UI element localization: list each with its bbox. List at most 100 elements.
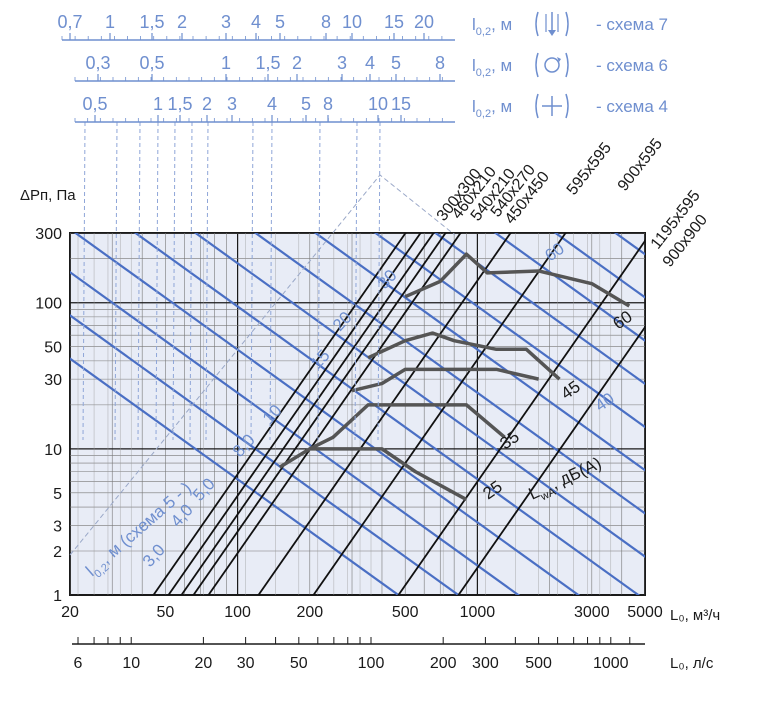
ls-tick-label: 50 <box>290 655 308 672</box>
noise-curve <box>278 447 468 502</box>
x-tick-label: 5000 <box>627 604 663 621</box>
scale-tick-label: 4 <box>251 12 261 32</box>
scale-tick-label: 8 <box>435 53 445 73</box>
bracket-shape <box>535 52 569 78</box>
scale-tick-label: 8 <box>321 12 331 32</box>
scale-tick-label: 0,7 <box>57 12 82 32</box>
scale-tick-label: 0,5 <box>139 53 164 73</box>
noise-curves <box>278 252 631 502</box>
ls-tick-label: 30 <box>237 655 255 672</box>
x-tick-label: 3000 <box>574 604 610 621</box>
x-tick-label: 20 <box>61 604 79 621</box>
arrowhead-shape <box>557 57 561 62</box>
throw-scales: 0,7 1 1,5 2 3 4 5 8 10 15 20 l0,2, м- схема 70,3 0,5… <box>57 11 668 123</box>
y-tick-label: 2 <box>53 544 62 561</box>
throw-line <box>373 233 645 429</box>
swirl-jet-icon <box>535 52 569 78</box>
x-tick-labels: 20 50 100 200 500 1000 3000 5000 <box>61 604 663 621</box>
y-tick-label: 10 <box>44 442 62 459</box>
x-tick-label: 50 <box>157 604 175 621</box>
throw-lines <box>70 233 645 595</box>
y-axis-label: ΔPп, Па <box>20 187 76 204</box>
y-tick-label: 50 <box>44 340 62 357</box>
ls-tick-label: 100 <box>358 655 385 672</box>
scale-label: l0,2, м <box>472 15 512 38</box>
scale-tick-label: 1,5 <box>167 94 192 114</box>
scale-tick-label: 1,5 <box>255 53 280 73</box>
y-tick-labels: 300 100 50 30 10 5 3 2 1 <box>35 226 62 605</box>
scale-scheme-label: - схема 7 <box>596 15 668 34</box>
size-line <box>207 233 462 595</box>
throw-line <box>133 233 641 595</box>
scale-tick-label: 4 <box>365 53 375 73</box>
scale-tick-label: 15 <box>391 94 411 114</box>
ls-tick-label: 20 <box>194 655 212 672</box>
size-label: 900x595 <box>615 136 666 195</box>
x-tick-label: 200 <box>296 604 323 621</box>
size-line <box>457 325 645 595</box>
ls-tick-label: 300 <box>472 655 499 672</box>
throw-line <box>70 270 521 595</box>
noise-curve <box>367 331 561 381</box>
scale-tick-label: 2 <box>177 12 187 32</box>
ls-tick-label: 200 <box>430 655 457 672</box>
scale-label: l0,2, м <box>472 97 512 120</box>
x-axis-label-m3h: L₀, м³/ч <box>670 607 720 624</box>
scale-tick-label: 15 <box>384 12 404 32</box>
size-line <box>312 233 567 595</box>
y-tick-label: 5 <box>53 486 62 503</box>
noise-curve <box>351 367 540 393</box>
scale-tick-label: 3 <box>227 94 237 114</box>
ls-tick-label: 1000 <box>593 655 629 672</box>
scale-tick-label: 8 <box>323 94 333 114</box>
throw-line <box>73 233 581 595</box>
x-axis-label-ls: L₀, л/с <box>670 655 714 672</box>
scale-guides <box>69 121 456 556</box>
size-line <box>257 233 512 595</box>
throw-line <box>193 233 645 558</box>
throw-line <box>70 357 401 595</box>
ls-tick-label: 500 <box>525 655 552 672</box>
scale-tick-label: 5 <box>275 12 285 32</box>
size-line <box>167 233 422 595</box>
scale-tick-label: 1 <box>221 53 231 73</box>
arrowhead-shape <box>548 30 556 36</box>
y-tick-label: 30 <box>44 372 62 389</box>
y-tick-label: 100 <box>35 296 62 313</box>
scale-label: l0,2, м <box>472 56 512 79</box>
bracket-shape <box>535 11 569 37</box>
scale-tick-label: 5 <box>301 94 311 114</box>
guide-line <box>69 174 456 556</box>
bracket-shape <box>535 93 569 119</box>
y-tick-label: 3 <box>53 518 62 535</box>
y-tick-label: 1 <box>53 588 62 605</box>
noise-curve <box>309 403 506 451</box>
x-tick-label: 100 <box>224 604 251 621</box>
scale-tick-label: 10 <box>342 12 362 32</box>
swirl-shape <box>544 57 560 73</box>
size-line <box>180 233 435 595</box>
scale-tick-label: 1 <box>105 12 115 32</box>
scale-tick-label: 5 <box>391 53 401 73</box>
ls-tick-label: 10 <box>122 655 140 672</box>
throw-line <box>433 233 645 386</box>
scale-tick-label: 0,3 <box>85 53 110 73</box>
ls-tick-labels: 6 10 20 30 50 100 200 300 500 1000 <box>74 637 631 672</box>
size-label: 595x595 <box>564 140 615 199</box>
scale-tick-label: 0,5 <box>82 94 107 114</box>
scale-tick-label: 3 <box>337 53 347 73</box>
throw-line <box>253 233 645 515</box>
down-jet-icon <box>535 11 569 37</box>
throw-line <box>313 233 645 472</box>
scale-tick-label: 2 <box>202 94 212 114</box>
size-line <box>192 233 447 595</box>
scale-tick-label: 3 <box>221 12 231 32</box>
size-line <box>397 239 645 595</box>
scale-tick-label: 20 <box>414 12 434 32</box>
throw-line <box>553 233 645 299</box>
scale-scheme-label: - схема 6 <box>596 56 668 75</box>
x-tick-label: 1000 <box>460 604 496 621</box>
four-way-jet-icon <box>535 93 569 119</box>
scale-tick-label: 4 <box>267 94 277 114</box>
scale-scheme-label: - схема 4 <box>596 97 668 116</box>
